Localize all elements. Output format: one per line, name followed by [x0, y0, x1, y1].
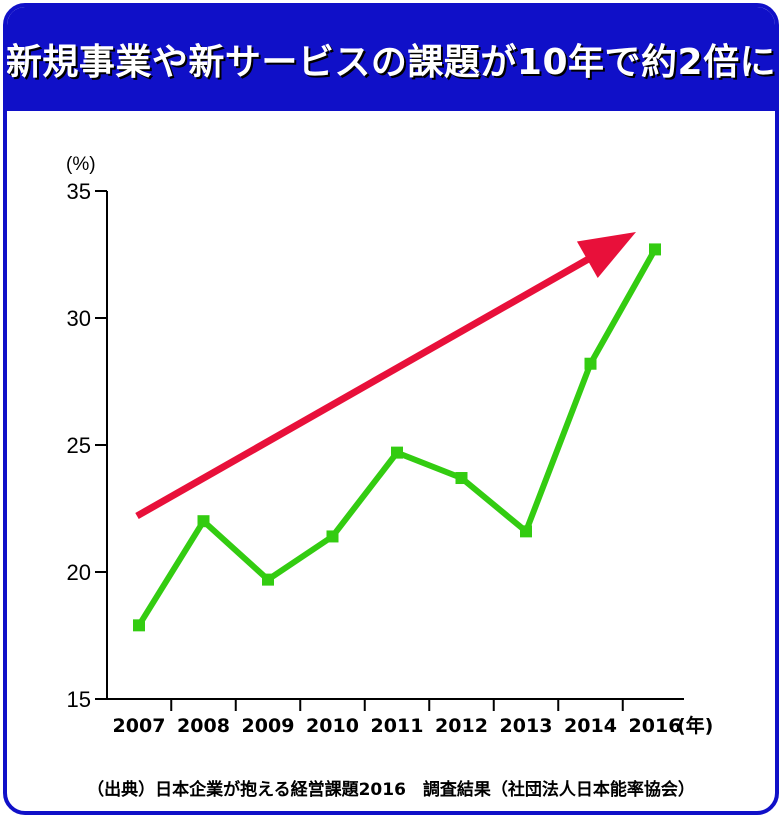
x-tick-label: 2012	[435, 715, 488, 737]
series-line	[136, 247, 658, 627]
source-note: （出典）日本企業が抱える経営課題2016 調査結果（社団法人日本能率協会）	[87, 780, 695, 800]
data-point	[391, 446, 403, 459]
trend-arrow-shaft	[135, 254, 593, 520]
data-point	[326, 530, 339, 543]
data-point	[649, 243, 661, 256]
x-tick-label: 2013	[500, 715, 553, 737]
data-point	[520, 525, 532, 538]
x-tick-label: 2011	[371, 715, 424, 737]
line-chart: 15 20 25 30 35 (%) 2007 2008 2009 2010 2011 2012 201…	[66, 154, 713, 737]
y-tick-label: 15	[67, 687, 91, 712]
x-tick-label: 2016	[629, 715, 682, 737]
x-tick-label: 2007	[113, 715, 166, 737]
title-banner: 新規事業や新サービスの課題が10年で約2倍に	[7, 7, 775, 111]
y-tick-label: 30	[67, 306, 91, 331]
data-point	[455, 472, 468, 485]
y-axis-label: (%)	[66, 154, 96, 175]
y-tick-label: 35	[67, 179, 91, 204]
x-tick-label: 2009	[242, 715, 295, 737]
figure-frame: 新規事業や新サービスの課題が10年で約2倍に 15 20 25 30 35 (%) 2007…	[3, 3, 779, 815]
x-axis-label: (年)	[677, 714, 713, 737]
data-point	[262, 573, 274, 586]
x-tick-label: 2014	[564, 715, 617, 737]
trend-arrow-head	[576, 232, 636, 278]
y-tick-label: 25	[67, 433, 91, 458]
data-point	[197, 515, 210, 528]
chart-title: 新規事業や新サービスの課題が10年で約2倍に	[5, 42, 777, 83]
y-tick-label: 20	[67, 560, 91, 585]
x-tick-label: 2010	[306, 715, 359, 737]
data-point	[584, 357, 597, 370]
data-point	[133, 619, 145, 632]
x-tick-label: 2008	[177, 715, 230, 737]
